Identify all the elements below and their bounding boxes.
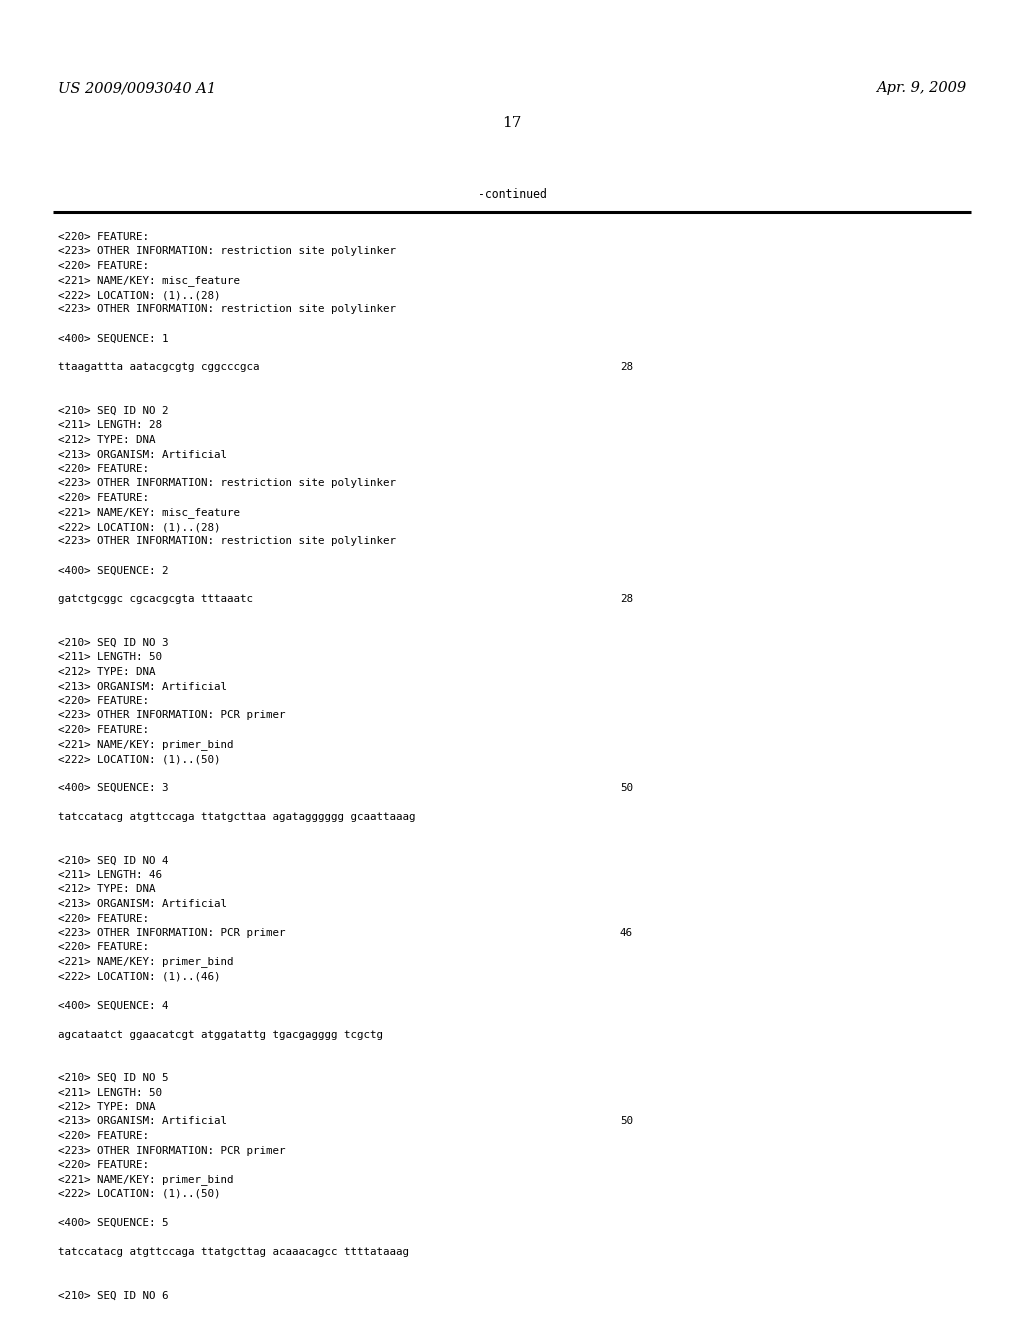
Text: <221> NAME/KEY: misc_feature: <221> NAME/KEY: misc_feature [58,275,240,286]
Text: <221> NAME/KEY: primer_bind: <221> NAME/KEY: primer_bind [58,739,233,750]
Text: <213> ORGANISM: Artificial: <213> ORGANISM: Artificial [58,1117,227,1126]
Text: <221> NAME/KEY: primer_bind: <221> NAME/KEY: primer_bind [58,957,233,968]
Text: <212> TYPE: DNA: <212> TYPE: DNA [58,884,156,895]
Text: <210> SEQ ID NO 5: <210> SEQ ID NO 5 [58,1073,169,1082]
Text: <220> FEATURE:: <220> FEATURE: [58,1131,150,1140]
Text: <223> OTHER INFORMATION: restriction site polylinker: <223> OTHER INFORMATION: restriction sit… [58,479,396,488]
Text: US 2009/0093040 A1: US 2009/0093040 A1 [58,81,216,95]
Text: <223> OTHER INFORMATION: restriction site polylinker: <223> OTHER INFORMATION: restriction sit… [58,536,396,546]
Text: <212> TYPE: DNA: <212> TYPE: DNA [58,1102,156,1111]
Text: 50: 50 [620,1117,633,1126]
Text: <220> FEATURE:: <220> FEATURE: [58,261,150,271]
Text: <220> FEATURE:: <220> FEATURE: [58,1160,150,1170]
Text: <212> TYPE: DNA: <212> TYPE: DNA [58,436,156,445]
Text: <210> SEQ ID NO 6: <210> SEQ ID NO 6 [58,1291,169,1300]
Text: <223> OTHER INFORMATION: restriction site polylinker: <223> OTHER INFORMATION: restriction sit… [58,247,396,256]
Text: <211> LENGTH: 46: <211> LENGTH: 46 [58,870,162,880]
Text: tatccatacg atgttccaga ttatgcttaa agatagggggg gcaattaaag: tatccatacg atgttccaga ttatgcttaa agatagg… [58,812,416,822]
Text: <212> TYPE: DNA: <212> TYPE: DNA [58,667,156,677]
Text: <211> LENGTH: 50: <211> LENGTH: 50 [58,1088,162,1097]
Text: 17: 17 [503,116,521,129]
Text: agcataatct ggaacatcgt atggatattg tgacgagggg tcgctg: agcataatct ggaacatcgt atggatattg tgacgag… [58,1030,383,1040]
Text: <221> NAME/KEY: misc_feature: <221> NAME/KEY: misc_feature [58,507,240,517]
Text: <213> ORGANISM: Artificial: <213> ORGANISM: Artificial [58,681,227,692]
Text: 28: 28 [620,594,633,605]
Text: <220> FEATURE:: <220> FEATURE: [58,232,150,242]
Text: <400> SEQUENCE: 5: <400> SEQUENCE: 5 [58,1218,169,1228]
Text: <220> FEATURE:: <220> FEATURE: [58,696,150,706]
Text: <223> OTHER INFORMATION: PCR primer: <223> OTHER INFORMATION: PCR primer [58,928,286,939]
Text: <220> FEATURE:: <220> FEATURE: [58,492,150,503]
Text: 46: 46 [620,928,633,939]
Text: <222> LOCATION: (1)..(28): <222> LOCATION: (1)..(28) [58,290,220,300]
Text: Apr. 9, 2009: Apr. 9, 2009 [876,81,966,95]
Text: -continued: -continued [477,189,547,202]
Text: <400> SEQUENCE: 3: <400> SEQUENCE: 3 [58,783,169,793]
Text: <210> SEQ ID NO 3: <210> SEQ ID NO 3 [58,638,169,648]
Text: <220> FEATURE:: <220> FEATURE: [58,942,150,953]
Text: <220> FEATURE:: <220> FEATURE: [58,725,150,735]
Text: <210> SEQ ID NO 2: <210> SEQ ID NO 2 [58,407,169,416]
Text: <400> SEQUENCE: 1: <400> SEQUENCE: 1 [58,334,169,343]
Text: <223> OTHER INFORMATION: restriction site polylinker: <223> OTHER INFORMATION: restriction sit… [58,305,396,314]
Text: <400> SEQUENCE: 2: <400> SEQUENCE: 2 [58,565,169,576]
Text: <211> LENGTH: 50: <211> LENGTH: 50 [58,652,162,663]
Text: <210> SEQ ID NO 4: <210> SEQ ID NO 4 [58,855,169,866]
Text: 28: 28 [620,363,633,372]
Text: gatctgcggc cgcacgcgta tttaaatc: gatctgcggc cgcacgcgta tttaaatc [58,594,253,605]
Text: <222> LOCATION: (1)..(28): <222> LOCATION: (1)..(28) [58,521,220,532]
Text: <222> LOCATION: (1)..(50): <222> LOCATION: (1)..(50) [58,754,220,764]
Text: <223> OTHER INFORMATION: PCR primer: <223> OTHER INFORMATION: PCR primer [58,1146,286,1155]
Text: 50: 50 [620,783,633,793]
Text: <211> LENGTH: 28: <211> LENGTH: 28 [58,421,162,430]
Text: <222> LOCATION: (1)..(50): <222> LOCATION: (1)..(50) [58,1189,220,1199]
Text: <220> FEATURE:: <220> FEATURE: [58,465,150,474]
Text: <221> NAME/KEY: primer_bind: <221> NAME/KEY: primer_bind [58,1173,233,1185]
Text: <213> ORGANISM: Artificial: <213> ORGANISM: Artificial [58,899,227,909]
Text: <222> LOCATION: (1)..(46): <222> LOCATION: (1)..(46) [58,972,220,982]
Text: <223> OTHER INFORMATION: PCR primer: <223> OTHER INFORMATION: PCR primer [58,710,286,721]
Text: <400> SEQUENCE: 4: <400> SEQUENCE: 4 [58,1001,169,1011]
Text: <213> ORGANISM: Artificial: <213> ORGANISM: Artificial [58,450,227,459]
Text: <220> FEATURE:: <220> FEATURE: [58,913,150,924]
Text: ttaagattta aatacgcgtg cggcccgca: ttaagattta aatacgcgtg cggcccgca [58,363,259,372]
Text: tatccatacg atgttccaga ttatgcttag acaaacagcc ttttataaag: tatccatacg atgttccaga ttatgcttag acaaaca… [58,1247,409,1257]
